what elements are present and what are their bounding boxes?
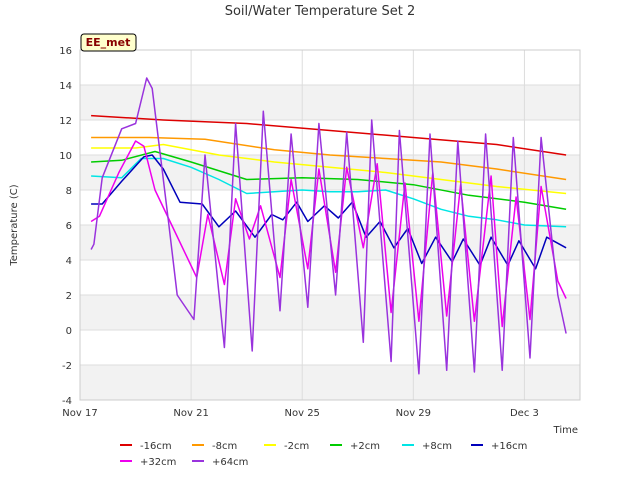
plot-band [80, 155, 580, 190]
y-tick-label: 0 [66, 326, 72, 337]
x-tick-label: Nov 21 [173, 408, 208, 419]
y-tick-label: 4 [66, 256, 72, 267]
legend-label: +32cm [140, 457, 176, 468]
chart-title: Soil/Water Temperature Set 2 [225, 4, 416, 19]
station-badge: EE_met [80, 33, 137, 52]
series-line [91, 136, 567, 181]
y-axis-label: Temperature (C) [9, 184, 20, 266]
series-line [91, 143, 567, 195]
y-tick-label: -4 [62, 396, 72, 407]
series-line [91, 114, 567, 156]
x-tick-label: Nov 17 [62, 408, 97, 419]
legend-label: -2cm [284, 441, 309, 452]
badge-text: EE_met [86, 36, 131, 49]
legend-label: +64cm [212, 457, 248, 468]
y-tick-label: 8 [66, 186, 72, 197]
series-layer [90, 77, 567, 375]
plot-band [80, 365, 580, 400]
x-tick-label: Dec 3 [510, 408, 539, 419]
y-tick-label: 10 [59, 151, 72, 162]
y-tick-label: 2 [66, 291, 72, 302]
legend-label: +16cm [491, 441, 527, 452]
plot-band [80, 85, 580, 120]
x-tick-label: Nov 29 [396, 408, 431, 419]
series-line [91, 154, 567, 270]
y-axis: -4 -2 0 2 4 6 8 10 12 14 16 [59, 46, 72, 407]
legend-label: +8cm [422, 441, 452, 452]
x-axis-label: Time [553, 425, 578, 436]
y-tick-label: 16 [59, 46, 72, 57]
legend-label: -16cm [140, 441, 172, 452]
badge-box [80, 33, 137, 52]
series-line [91, 150, 567, 211]
series-line [90, 77, 567, 375]
plot-border [79, 49, 581, 401]
series-line [90, 140, 567, 328]
legend-label: +2cm [350, 441, 380, 452]
y-tick-label: 14 [59, 81, 72, 92]
y-tick-label: -2 [62, 361, 72, 372]
x-tick-label: Nov 25 [285, 408, 320, 419]
legend-label: -8cm [212, 441, 237, 452]
legend: -16cm -8cm -2cm +2cm +8cm +16cm +32cm +64cm [120, 441, 527, 468]
x-axis: Nov 17 Nov 21 Nov 25 Nov 29 Dec 3 [62, 408, 539, 419]
y-tick-label: 6 [66, 221, 72, 232]
y-tick-label: 12 [59, 116, 72, 127]
